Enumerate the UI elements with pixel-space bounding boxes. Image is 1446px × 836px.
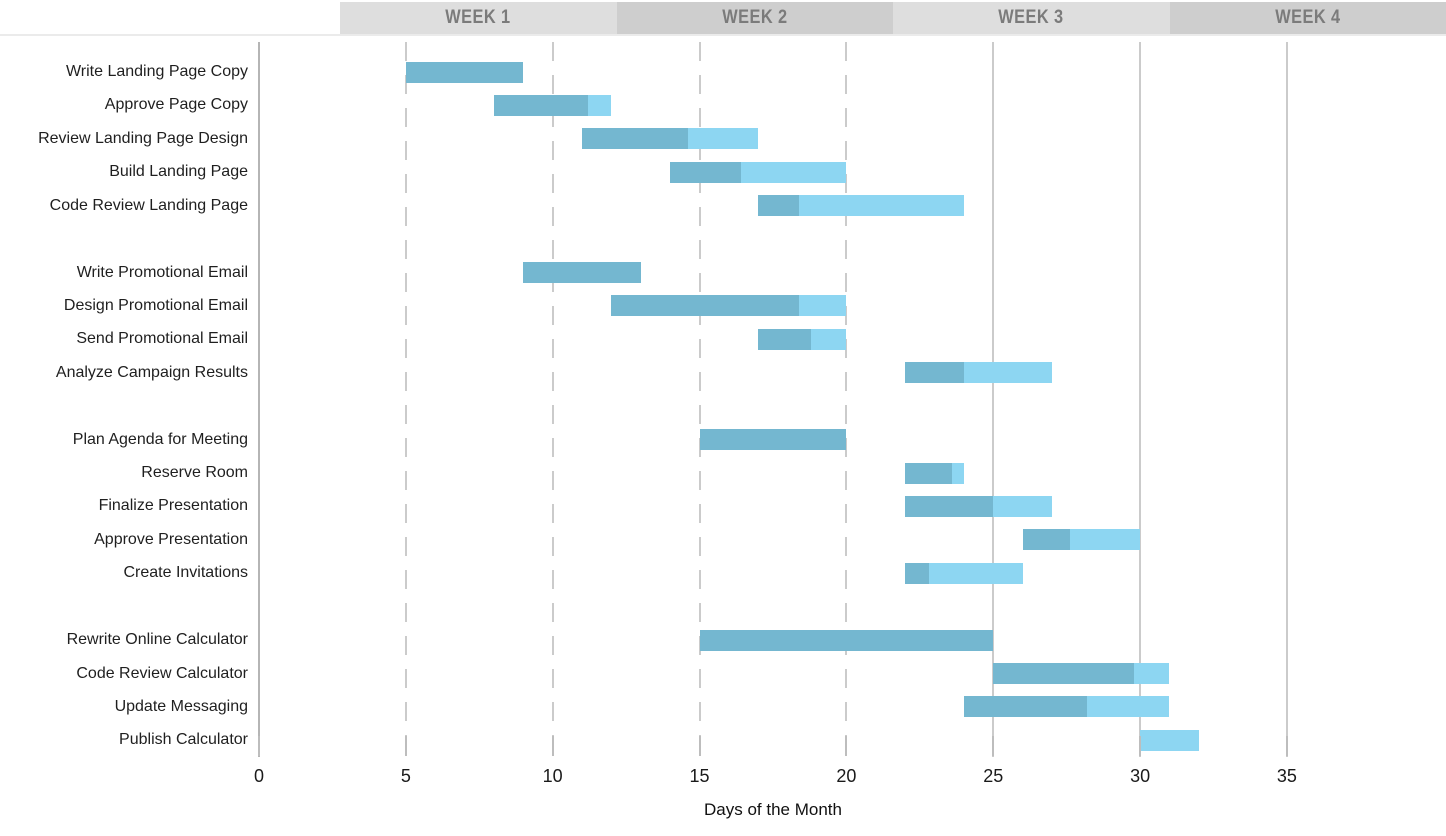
x-tick-day-5	[404, 736, 407, 756]
task-label: Build Landing Page	[109, 163, 248, 181]
task-bar-complete	[905, 495, 994, 517]
gridline-day-20	[845, 42, 848, 757]
task-label: Write Promotional Email	[76, 263, 248, 281]
week-header-label: WEEK 3	[998, 7, 1064, 28]
task-bar	[993, 663, 1170, 685]
task-bar-complete	[758, 195, 800, 217]
task-bar	[758, 195, 964, 217]
task-label: Reserve Room	[141, 464, 248, 482]
task-bar-complete	[758, 328, 812, 350]
task-bar-complete	[582, 128, 688, 150]
y-axis-spine	[258, 42, 260, 757]
task-bar	[699, 429, 847, 451]
x-tick-day-15	[698, 736, 701, 756]
x-tick-day-20	[845, 736, 848, 756]
task-bar-complete	[699, 429, 847, 451]
task-bar	[905, 562, 1023, 584]
week-header-2: WEEK 2	[616, 2, 893, 34]
task-label: Review Landing Page Design	[38, 129, 248, 147]
task-bar-complete	[493, 94, 588, 116]
header-underline	[0, 34, 1446, 36]
task-bar	[493, 94, 612, 116]
gridline-day-30	[1139, 42, 1142, 757]
week-header-label: WEEK 1	[445, 7, 511, 28]
task-bar	[963, 696, 1170, 718]
task-bar-complete	[670, 161, 741, 183]
gridline-day-25	[992, 42, 995, 757]
x-tick-label-20: 20	[836, 766, 857, 786]
x-tick-day-0	[258, 736, 260, 756]
task-bar	[758, 328, 847, 350]
task-bar-complete	[523, 262, 641, 284]
week-header-label: WEEK 4	[1275, 7, 1341, 28]
task-bar	[1140, 729, 1199, 751]
task-bar-complete	[905, 462, 953, 484]
task-label: Update Messaging	[114, 697, 248, 715]
x-tick-label-35: 35	[1276, 766, 1297, 786]
task-label: Finalize Presentation	[98, 497, 248, 515]
task-label: Send Promotional Email	[76, 330, 248, 348]
x-tick-label-0: 0	[253, 766, 265, 786]
task-bar	[582, 128, 759, 150]
week-header-3: WEEK 3	[893, 2, 1170, 34]
task-label: Write Landing Page Copy	[65, 63, 248, 80]
task-label: Create Invitations	[123, 564, 248, 582]
task-bar	[905, 495, 1052, 517]
x-tick-label-15: 15	[689, 766, 710, 786]
task-label: Design Promotional Email	[63, 296, 248, 314]
x-tick-label-25: 25	[983, 766, 1004, 786]
task-bar-complete	[993, 663, 1135, 685]
task-label: Rewrite Online Calculator	[66, 631, 248, 649]
gridline-day-15	[698, 42, 701, 757]
task-label: Approve Page Copy	[104, 96, 248, 114]
week-header-4: WEEK 4	[1169, 2, 1446, 34]
x-axis-title: Days of the Month	[704, 800, 842, 819]
gridline-day-5	[404, 42, 407, 757]
task-bar	[523, 262, 641, 284]
x-tick-label-5: 5	[400, 766, 411, 786]
task-bar	[905, 362, 1052, 384]
task-label: Analyze Campaign Results	[55, 363, 248, 381]
task-bar-complete	[1022, 529, 1070, 551]
task-bar-complete	[905, 362, 964, 384]
task-label: Publish Calculator	[119, 731, 248, 749]
task-bar-complete	[963, 696, 1088, 718]
task-label: Plan Agenda for Meeting	[72, 430, 248, 448]
task-bar	[699, 629, 994, 651]
x-tick-day-30	[1139, 736, 1142, 756]
task-label: Code Review Landing Page	[49, 196, 248, 214]
task-bar	[1022, 529, 1141, 551]
x-tick-day-25	[992, 736, 995, 756]
week-header-label: WEEK 2	[722, 7, 788, 28]
task-bar	[611, 295, 847, 317]
task-label: Code Review Calculator	[76, 664, 248, 682]
task-bar	[905, 462, 964, 484]
week-header-1: WEEK 1	[340, 2, 617, 34]
task-bar-complete	[611, 295, 800, 317]
task-bar	[670, 161, 847, 183]
task-bar-complete	[405, 61, 524, 83]
x-tick-label-30: 30	[1130, 766, 1151, 786]
x-tick-label-10: 10	[542, 766, 563, 786]
gridline-day-10	[551, 42, 554, 757]
task-label: Approve Presentation	[94, 530, 248, 548]
task-bar-complete	[905, 562, 929, 584]
gridline-day-35	[1285, 42, 1288, 757]
x-tick-day-35	[1285, 736, 1288, 756]
task-bar	[405, 61, 524, 83]
task-bar-complete	[699, 629, 994, 651]
x-tick-day-10	[551, 736, 554, 756]
